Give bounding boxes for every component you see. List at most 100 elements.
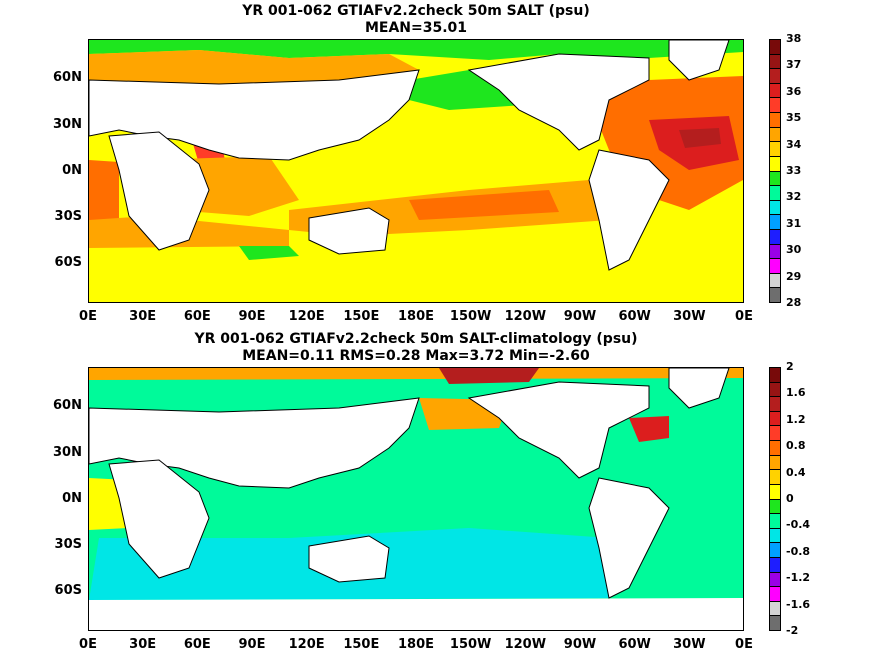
panel-2-lon-label: 90W xyxy=(563,637,597,652)
panel-1-lon-label: 120W xyxy=(504,309,547,324)
panel-2-lon-label: 120W xyxy=(504,637,547,652)
north-asia-shelf-region xyxy=(89,50,419,86)
panel-1-lat-label: 60S xyxy=(54,255,82,270)
panel-2-colorbar-swatch xyxy=(770,571,780,587)
panel-2-colorbar-swatch xyxy=(770,513,780,528)
panel-2-stats: MEAN=0.11 RMS=0.28 Max=3.72 Min=-2.60 xyxy=(242,348,590,364)
panel-2-colorbar-swatch xyxy=(770,440,780,455)
greenland-landmass xyxy=(668,40,730,81)
eurasia-landmass xyxy=(89,69,420,161)
salinity-map-canvas xyxy=(89,40,743,302)
gulf-stream-anomaly-region xyxy=(629,416,669,442)
panel-1-colorbar-swatch xyxy=(770,97,780,113)
panel-2-lon-label: 150E xyxy=(343,637,380,652)
panel-2-colorbar-swatch xyxy=(770,542,780,557)
panel-1-colorbar-swatch xyxy=(770,53,780,69)
panel-2-title: YR 001-062 GTIAFv2.2check 50m SALT-clima… xyxy=(194,331,638,347)
panel-2-lon-label: 60E xyxy=(183,637,211,652)
panel-2-colorbar-label: 0.4 xyxy=(786,465,806,479)
panel-1-colorbar-label: 37 xyxy=(786,58,802,72)
australia-landmass xyxy=(308,535,390,583)
panel-2-colorbar-label: 1.6 xyxy=(786,386,806,400)
panel-2-colorbar-swatch xyxy=(770,425,780,441)
africa-landmass xyxy=(108,131,210,251)
panel-1-title: YR 001-062 GTIAFv2.2check 50m SALT (psu) xyxy=(242,3,590,19)
antarctic-region xyxy=(89,598,743,630)
panel-2-colorbar-swatch xyxy=(770,586,780,601)
panel-2-colorbar-label: -1.2 xyxy=(786,571,811,585)
panel-2-lat-label: 60N xyxy=(53,398,82,413)
panel-2-colorbar-swatch xyxy=(770,381,780,397)
arctic-fresh-region xyxy=(89,40,743,60)
panel-1-colorbar-label: 36 xyxy=(786,84,802,98)
panel-1-colorbar-swatch xyxy=(770,170,780,186)
panel-1-colorbar-label: 30 xyxy=(786,243,802,257)
south-atlantic-east-region xyxy=(89,160,119,232)
landmasses xyxy=(89,40,730,271)
panel-1-colorbar-swatch xyxy=(770,199,780,215)
panel-1-colorbar-swatch xyxy=(770,272,780,288)
arctic-anomaly-region xyxy=(89,368,743,380)
panel-2-colorbar-label: 1.2 xyxy=(786,412,806,426)
panel-2-lon-label: 30W xyxy=(673,637,706,652)
panel-1-colorbar-swatch xyxy=(770,228,780,244)
panel-2-lat-label: 30N xyxy=(53,445,82,460)
panel-1-colorbar-label: 29 xyxy=(786,269,802,283)
panel-1-lon-label: 60W xyxy=(618,309,651,324)
panel-2-colorbar-swatch xyxy=(770,396,780,411)
australia-landmass xyxy=(308,207,390,255)
panel-2-colorbar-swatch xyxy=(770,527,780,543)
north-atlantic-max-region xyxy=(679,128,721,148)
eurasia-landmass xyxy=(89,397,420,489)
panel-2-lat-label: 30S xyxy=(54,537,82,552)
panel-1-lon-label: 90E xyxy=(238,309,266,324)
panel-1-colorbar-label: 32 xyxy=(786,190,802,204)
panel-2-colorbar-swatch xyxy=(770,556,780,572)
panel-2-colorbar-swatch xyxy=(770,600,780,616)
panel-1-colorbar xyxy=(769,39,781,303)
panel-1-lon-label: 60E xyxy=(183,309,211,324)
panel-1-stats: MEAN=35.01 xyxy=(364,20,468,36)
panel-2-colorbar-label: -2 xyxy=(786,624,799,637)
panel-1-colorbar-label: 38 xyxy=(786,32,802,45)
panel-1-lon-label: 90W xyxy=(563,309,597,324)
panel-2-colorbar-swatch xyxy=(770,498,780,514)
anomaly-map-canvas xyxy=(89,368,743,630)
panel-1-colorbar-label: 34 xyxy=(786,137,802,151)
panel-1-lat-label: 0N xyxy=(62,163,82,178)
panel-2-colorbar-label: -0.8 xyxy=(786,544,811,558)
landmasses xyxy=(89,368,730,599)
panel-2-lat-label: 60S xyxy=(54,583,82,598)
panel-2-colorbar-swatch xyxy=(770,469,780,484)
panel-2-lat-label: 0N xyxy=(62,491,82,506)
panel-1-lon-label: 180E xyxy=(397,309,435,324)
panel-2-lon-label: 150W xyxy=(449,637,492,652)
south-pacific-core-region xyxy=(409,190,559,220)
panel-1-colorbar-swatch xyxy=(770,243,780,259)
panel-2-lon-label: 90E xyxy=(238,637,266,652)
panel-1-colorbar-swatch xyxy=(770,40,780,54)
greenland-landmass xyxy=(668,368,730,409)
panel-1-colorbar-swatch xyxy=(770,185,780,200)
panel-1-colorbar-swatch xyxy=(770,287,780,302)
salinity-map xyxy=(88,39,744,303)
panel-1-lon-label: 150W xyxy=(449,309,492,324)
panel-2-colorbar-label: 0 xyxy=(786,492,794,505)
panel-1-lat-label: 30S xyxy=(54,209,82,224)
panel-2-colorbar-label: -0.4 xyxy=(786,518,811,532)
panel-1-lon-label: 30W xyxy=(673,309,706,324)
panel-2-colorbar-swatch xyxy=(770,615,780,630)
north-america-landmass xyxy=(467,53,650,151)
africa-landmass xyxy=(108,459,210,579)
panel-1-colorbar-swatch xyxy=(770,112,780,127)
panel-1-lon-label: 0E xyxy=(79,309,97,324)
panel-2-lon-label: 0E xyxy=(79,637,97,652)
south-indian-fresh-patch xyxy=(239,246,299,260)
panel-1-lat-label: 60N xyxy=(53,70,82,85)
panel-1-lat-label: 30N xyxy=(53,117,82,132)
panel-2-colorbar xyxy=(769,367,781,631)
panel-1-colorbar-label: 28 xyxy=(786,296,802,309)
panel-1-colorbar-label: 35 xyxy=(786,111,802,125)
panel-1-colorbar-swatch xyxy=(770,82,780,98)
south-america-landmass xyxy=(588,477,670,599)
